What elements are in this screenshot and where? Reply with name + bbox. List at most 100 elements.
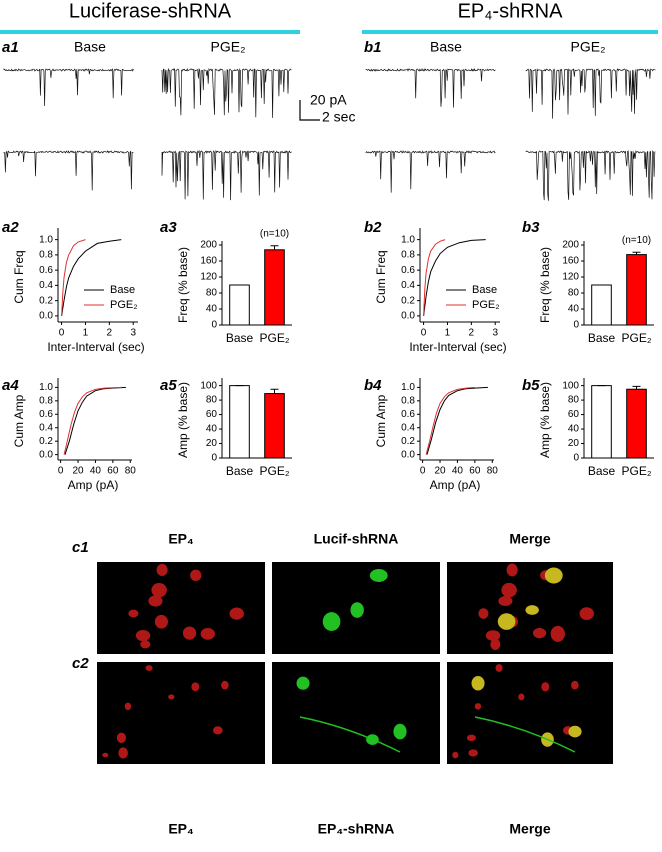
x-tick-label: 2	[107, 328, 113, 339]
cell	[541, 682, 550, 692]
y-tick-label: 40	[568, 304, 580, 315]
header-title: Luciferase-shRNA	[69, 0, 232, 22]
y-tick-label: 0.8	[401, 395, 415, 406]
x-tick-label: 0	[421, 328, 427, 339]
cell	[322, 612, 341, 631]
y-tick-label: 0.4	[39, 280, 53, 291]
cell	[498, 595, 513, 606]
error-bar	[270, 388, 279, 394]
cell	[497, 613, 516, 630]
cell	[145, 665, 153, 671]
panel-label: a3	[160, 219, 177, 236]
image-label: EP₄	[168, 821, 193, 837]
panel-label: b3	[522, 219, 540, 236]
trace	[3, 150, 134, 191]
cdf-line	[426, 386, 488, 455]
x-tick-label: Base	[226, 331, 254, 345]
y-tick-label: 0.0	[39, 311, 53, 322]
y-tick-label: 0.2	[401, 295, 415, 306]
cell	[124, 702, 132, 711]
panel-label: c2	[72, 655, 89, 672]
cdf-line	[423, 239, 486, 316]
bar	[626, 254, 647, 326]
cell	[221, 680, 229, 690]
x-tick-label: 3	[130, 328, 136, 339]
panel-label: b4	[364, 377, 382, 394]
cell	[466, 734, 476, 742]
y-tick-label: 0	[211, 320, 217, 331]
cell	[135, 630, 151, 642]
cell	[468, 749, 478, 757]
cell	[350, 602, 364, 618]
x-tick-label: Base	[226, 464, 254, 478]
micrograph-cells	[102, 563, 594, 759]
bar	[264, 393, 285, 459]
legend-label: PGE₂	[110, 299, 138, 311]
y-tick-label: 0.4	[401, 280, 415, 291]
image-label: Merge	[509, 821, 550, 837]
y-axis-label: Freq (% base)	[538, 247, 552, 323]
x-axis-label: Amp (pA)	[430, 478, 481, 492]
cell	[532, 628, 547, 639]
y-tick-label: 200	[200, 240, 217, 251]
error-bar	[632, 385, 641, 390]
cell	[182, 626, 197, 640]
x-tick-label: 20	[72, 466, 84, 477]
cell	[485, 630, 501, 641]
cell	[200, 627, 215, 640]
cell	[568, 725, 582, 738]
y-tick-label: 200	[562, 240, 579, 251]
x-tick-label: 60	[107, 466, 119, 477]
y-tick-label: 0.2	[39, 295, 53, 306]
x-tick-label: 0	[58, 466, 64, 477]
x-tick-label: 1	[83, 328, 89, 339]
panel-label: a5	[160, 377, 177, 394]
condition-label: Base	[430, 39, 462, 55]
x-tick-label: 20	[434, 466, 446, 477]
y-tick-label: 80	[206, 395, 218, 406]
y-tick-label: 0	[573, 453, 579, 464]
cell	[452, 751, 459, 759]
cell	[102, 752, 109, 758]
cell	[474, 703, 482, 710]
x-tick-label: 1	[445, 328, 451, 339]
y-tick-label: 0.8	[39, 395, 53, 406]
y-tick-label: 0.6	[39, 409, 53, 420]
trace	[161, 67, 292, 118]
y-axis-label: Cum Amp	[374, 394, 388, 447]
image-label: Lucif-shRNA	[314, 531, 399, 547]
y-tick-label: 1.0	[401, 382, 415, 393]
y-tick-label: 0.0	[401, 311, 415, 322]
cell	[501, 582, 517, 598]
cdf-line	[61, 239, 122, 316]
x-tick-label: PGE₂	[260, 331, 290, 345]
cell	[151, 582, 167, 598]
y-tick-label: 40	[206, 424, 218, 435]
y-tick-label: 0.6	[401, 409, 415, 420]
panel-label: b2	[364, 219, 382, 236]
cell	[128, 609, 139, 618]
y-tick-label: 160	[200, 256, 217, 267]
bar	[591, 385, 612, 459]
micrograph	[97, 662, 265, 764]
cell	[525, 605, 539, 615]
x-tick-label: 80	[125, 466, 137, 477]
scale-bar	[299, 100, 320, 121]
y-tick-label: 0.2	[401, 436, 415, 447]
y-tick-label: 0.2	[39, 436, 53, 447]
x-tick-label: 2	[469, 328, 475, 339]
x-tick-label: 40	[90, 466, 102, 477]
x-tick-label: Base	[588, 331, 616, 345]
x-tick-label: 80	[487, 466, 499, 477]
cell	[213, 726, 223, 735]
y-tick-label: 0.8	[401, 250, 415, 261]
cell	[471, 675, 485, 691]
cell	[393, 723, 407, 740]
y-tick-label: 1.0	[401, 234, 415, 245]
cell	[190, 569, 202, 581]
x-tick-label: PGE₂	[622, 331, 652, 345]
panel-label: b1	[364, 39, 382, 56]
y-tick-label: 20	[206, 438, 218, 449]
x-tick-label: PGE₂	[622, 464, 652, 478]
y-axis-label: Amp (% base)	[176, 382, 190, 458]
